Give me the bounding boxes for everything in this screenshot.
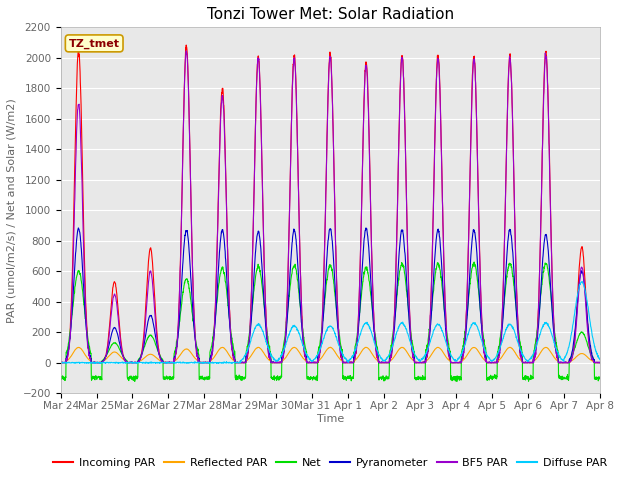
Diffuse PAR [563, 350, 571, 356]
Incoming PAR [358, 197, 365, 203]
BF5 PAR [57, 360, 65, 366]
BF5 PAR [358, 197, 365, 203]
Diffuse PAR [548, 333, 556, 339]
Diffuse PAR [346, 357, 354, 363]
Incoming PAR [57, 360, 65, 366]
Pyranometer [548, 315, 556, 321]
Net [346, 375, 353, 381]
Incoming PAR [57, 360, 65, 365]
Reflected PAR [326, 344, 334, 350]
Incoming PAR [596, 360, 604, 365]
Incoming PAR [548, 286, 556, 291]
BF5 PAR [207, 354, 215, 360]
Line: BF5 PAR: BF5 PAR [61, 51, 600, 363]
Line: Incoming PAR: Incoming PAR [61, 45, 600, 363]
BF5 PAR [548, 288, 556, 293]
Net [357, 294, 365, 300]
Legend: Incoming PAR, Reflected PAR, Net, Pyranometer, BF5 PAR, Diffuse PAR: Incoming PAR, Reflected PAR, Net, Pyrano… [49, 454, 611, 472]
Incoming PAR [564, 360, 572, 365]
Net [596, 375, 604, 381]
BF5 PAR [57, 360, 65, 365]
Net [470, 259, 478, 265]
Line: Reflected PAR: Reflected PAR [61, 347, 600, 363]
Net [487, 375, 495, 381]
Reflected PAR [487, 360, 495, 366]
Net [453, 379, 461, 384]
Net [57, 375, 65, 381]
Pyranometer [564, 360, 572, 366]
Diffuse PAR [578, 279, 586, 285]
BF5 PAR [596, 360, 604, 365]
Pyranometer [596, 360, 604, 366]
Diffuse PAR [358, 327, 365, 333]
Title: Tonzi Tower Met: Solar Radiation: Tonzi Tower Met: Solar Radiation [207, 7, 454, 22]
Incoming PAR [182, 42, 190, 48]
Diffuse PAR [207, 360, 215, 366]
Reflected PAR [358, 348, 365, 354]
Pyranometer [207, 353, 215, 359]
Pyranometer [346, 360, 354, 365]
Diffuse PAR [57, 360, 65, 366]
Line: Net: Net [61, 262, 600, 382]
Line: Pyranometer: Pyranometer [61, 228, 600, 363]
Reflected PAR [346, 360, 354, 365]
Incoming PAR [207, 353, 215, 359]
BF5 PAR [487, 360, 495, 366]
BF5 PAR [346, 360, 354, 366]
Reflected PAR [596, 360, 604, 366]
Net [564, 372, 572, 377]
Reflected PAR [207, 358, 215, 363]
Pyranometer [57, 360, 65, 365]
Text: TZ_tmet: TZ_tmet [68, 38, 120, 48]
Pyranometer [358, 276, 365, 282]
Reflected PAR [57, 360, 65, 366]
Diffuse PAR [97, 360, 104, 366]
Y-axis label: PAR (umol/m2/s) / Net and Solar (W/m2): PAR (umol/m2/s) / Net and Solar (W/m2) [7, 98, 17, 323]
Pyranometer [57, 360, 65, 366]
Net [548, 310, 556, 316]
Incoming PAR [487, 360, 495, 366]
Incoming PAR [346, 360, 354, 366]
X-axis label: Time: Time [317, 414, 344, 423]
Diffuse PAR [596, 357, 604, 362]
Line: Diffuse PAR: Diffuse PAR [61, 282, 600, 363]
Reflected PAR [563, 360, 571, 366]
BF5 PAR [182, 48, 190, 54]
Reflected PAR [548, 351, 556, 357]
BF5 PAR [564, 360, 572, 365]
Pyranometer [487, 360, 495, 366]
Diffuse PAR [487, 358, 495, 363]
Net [207, 346, 215, 352]
Pyranometer [362, 225, 370, 231]
